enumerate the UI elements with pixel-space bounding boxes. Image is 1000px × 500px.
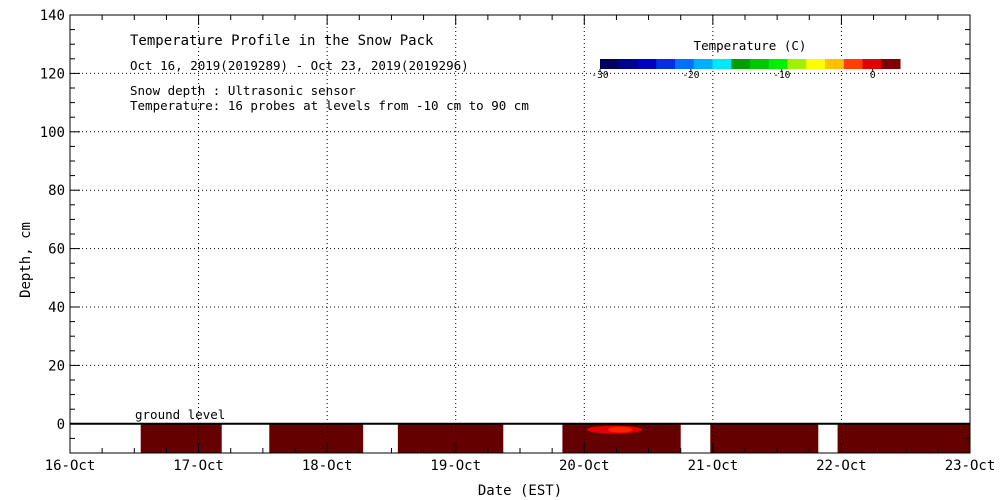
y-tick-label: 100 (40, 125, 65, 141)
y-tick-label: 120 (40, 66, 65, 82)
colorbar-tick-label: -20 (682, 70, 699, 81)
colorbar-swatch (731, 59, 751, 69)
x-tick-label: 23-Oct (945, 458, 996, 474)
colorbar-tick-label: 0 (870, 70, 876, 81)
colorbar-tick-label: -10 (773, 70, 790, 81)
heatmap-cell (710, 423, 819, 453)
y-tick-label: 80 (48, 183, 65, 199)
heatmap-cell (269, 423, 364, 453)
grid-lines (70, 15, 970, 453)
colorbar-swatch (862, 59, 882, 69)
colorbar: Temperature (C) -30 -20 -10 0 (591, 38, 901, 81)
colorbar-swatch (768, 59, 788, 69)
heatmap-cell (837, 423, 970, 453)
colorbar-swatch (656, 59, 676, 69)
heatmap-cell (397, 423, 504, 453)
colorbar-swatch (712, 59, 732, 69)
y-tick-labels: 0 20 40 60 80 100 120 140 (40, 8, 65, 433)
axis-ticks (69, 14, 971, 454)
colorbar-swatch (618, 59, 638, 69)
colorbar-swatch (806, 59, 826, 69)
heatmap-cells (140, 423, 970, 453)
colorbar-swatch (675, 59, 695, 69)
x-tick-label: 21-Oct (688, 458, 739, 474)
y-tick-label: 60 (48, 242, 65, 258)
y-tick-label: 40 (48, 300, 65, 316)
chart-title: Temperature Profile in the Snow Pack (130, 33, 434, 49)
colorbar-title: Temperature (C) (694, 38, 807, 53)
x-tick-label: 17-Oct (173, 458, 224, 474)
ground-level-label: ground level (135, 407, 225, 422)
colorbar-swatch (693, 59, 713, 69)
colorbar-swatch (750, 59, 770, 69)
plot-area-frame (69, 14, 971, 454)
colorbar-swatch (825, 59, 845, 69)
x-tick-label: 18-Oct (302, 458, 353, 474)
x-tick-label: 20-Oct (559, 458, 610, 474)
x-tick-labels: 16-Oct 17-Oct 18-Oct 19-Oct 20-Oct 21-Oct 22-O… (45, 458, 996, 474)
y-tick-label: 0 (57, 417, 65, 433)
date-range-label: Oct 16, 2019(2019289) - Oct 23, 2019(201… (130, 58, 469, 73)
colorbar-swatch (843, 59, 863, 69)
colorbar-swatch (637, 59, 657, 69)
x-axis-title: Date (EST) (478, 483, 562, 499)
x-tick-label: 16-Oct (45, 458, 96, 474)
colorbar-swatch (881, 59, 901, 69)
colorbar-tick-labels: -30 -20 -10 0 (591, 69, 876, 81)
x-tick-label: 22-Oct (816, 458, 867, 474)
colorbar-swatch (787, 59, 807, 69)
colorbar-tick-label: -30 (591, 70, 608, 81)
y-tick-label: 20 (48, 358, 65, 374)
temperature-note: Temperature: 16 probes at levels from -1… (130, 98, 529, 113)
y-tick-label: 140 (40, 8, 65, 24)
snow-depth-note: Snow depth : Ultrasonic sensor (130, 83, 356, 98)
heatmap-cell (140, 423, 222, 453)
heatmap-warm-spot-core (607, 426, 633, 433)
colorbar-swatches (600, 59, 901, 69)
colorbar-swatch (600, 59, 620, 69)
x-tick-label: 19-Oct (430, 458, 481, 474)
y-axis-title: Depth, cm (18, 222, 34, 298)
